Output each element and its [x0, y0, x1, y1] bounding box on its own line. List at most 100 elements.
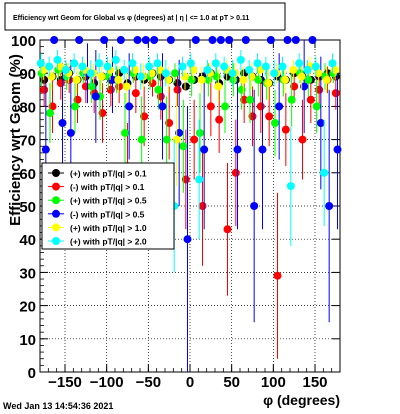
data-point — [154, 85, 163, 94]
data-point — [95, 59, 104, 68]
y-tick-label: 40 — [19, 232, 36, 249]
data-point — [100, 36, 109, 44]
data-point — [286, 182, 295, 191]
data-point — [320, 168, 329, 177]
legend: (+) with pT/|q| > 0.1 (-) with pT/|q| > 0… — [41, 162, 175, 250]
data-point — [273, 271, 282, 280]
y-axis-title: Efficiency wrt Geom (%) — [7, 54, 24, 226]
data-point — [311, 62, 320, 71]
data-point — [41, 145, 50, 154]
data-point — [306, 95, 315, 104]
data-point — [316, 119, 325, 127]
data-point — [331, 89, 340, 98]
data-point — [50, 36, 59, 44]
x-tick-label: 150 — [302, 374, 327, 391]
x-tick-label: −150 — [48, 374, 82, 391]
data-point — [278, 62, 287, 71]
data-point — [91, 92, 100, 101]
data-point — [308, 36, 317, 44]
data-point — [241, 36, 250, 44]
data-point — [211, 59, 220, 68]
y-tick-label: 30 — [19, 265, 36, 282]
data-point — [153, 59, 162, 68]
data-point — [295, 59, 304, 68]
data-point — [281, 125, 290, 134]
data-point — [264, 79, 273, 88]
data-point — [231, 168, 240, 177]
data-point — [122, 82, 131, 91]
y-tick-label: 20 — [19, 299, 36, 316]
data-point — [66, 128, 75, 137]
data-point — [133, 36, 142, 44]
data-point — [325, 202, 334, 210]
data-point — [195, 175, 204, 184]
data-point — [179, 142, 188, 151]
y-tick-label: 10 — [19, 332, 36, 349]
y-tick-label: 0 — [28, 365, 36, 382]
data-point — [45, 62, 54, 71]
legend-box — [41, 162, 175, 250]
data-point — [181, 82, 190, 91]
series — [36, 36, 342, 372]
data-point — [245, 65, 254, 74]
data-point — [328, 59, 337, 68]
data-point — [178, 62, 187, 71]
data-point — [70, 59, 79, 68]
legend-label: (+) with pT/|q| > 0.1 — [70, 169, 147, 179]
data-point — [203, 65, 212, 74]
data-point — [58, 119, 67, 127]
data-point — [333, 145, 342, 154]
y-tick-label: 50 — [19, 199, 36, 216]
data-point — [287, 95, 296, 104]
data-point — [145, 62, 154, 71]
data-point — [78, 62, 87, 71]
data-point — [40, 85, 49, 94]
data-point — [191, 36, 200, 44]
data-point — [46, 109, 54, 118]
data-point — [141, 36, 150, 44]
data-point — [270, 69, 279, 78]
x-axis-title: φ (degrees) — [263, 392, 340, 408]
x-tick-label: −50 — [136, 374, 161, 391]
legend-marker — [52, 196, 60, 205]
data-point — [258, 145, 267, 154]
x-tick-label: −100 — [90, 374, 124, 391]
data-point — [197, 75, 206, 84]
data-point — [312, 102, 321, 111]
data-point — [116, 36, 125, 44]
data-point — [208, 36, 217, 44]
data-point — [196, 128, 204, 137]
data-point — [281, 75, 289, 84]
data-point — [72, 75, 81, 84]
legend-label: (-) with pT/|q| > 0.5 — [70, 209, 145, 219]
data-point — [162, 135, 171, 144]
data-point — [128, 59, 137, 68]
data-point — [298, 135, 307, 144]
data-point — [121, 128, 129, 137]
legend-marker — [52, 169, 60, 177]
data-point — [103, 62, 112, 71]
data-point — [198, 202, 207, 210]
data-point — [297, 72, 306, 81]
data-point — [136, 72, 145, 81]
axes: 0 10 20 30 40 50 60 70 80 90 100 −150 −100 −50 0 50 100 1… — [11, 33, 341, 391]
data-point — [275, 102, 284, 111]
data-point — [71, 102, 79, 111]
data-point — [239, 75, 248, 84]
data-point — [97, 72, 106, 81]
data-point — [56, 79, 65, 88]
x-tick-label: 50 — [223, 374, 240, 391]
legend-label: (+) with pT/|q| > 2.0 — [70, 237, 147, 247]
data-point — [53, 55, 62, 64]
data-point — [261, 62, 270, 71]
data-point — [186, 59, 195, 68]
y-tick-label: 80 — [19, 99, 36, 116]
y-tick-label: 60 — [19, 166, 36, 183]
data-point — [150, 36, 159, 44]
data-point — [237, 85, 246, 94]
data-point — [250, 202, 259, 210]
data-point — [111, 55, 120, 64]
data-point — [246, 95, 254, 104]
chart-title: Efficiency wrt Geom for Global vs φ (deg… — [13, 15, 249, 22]
